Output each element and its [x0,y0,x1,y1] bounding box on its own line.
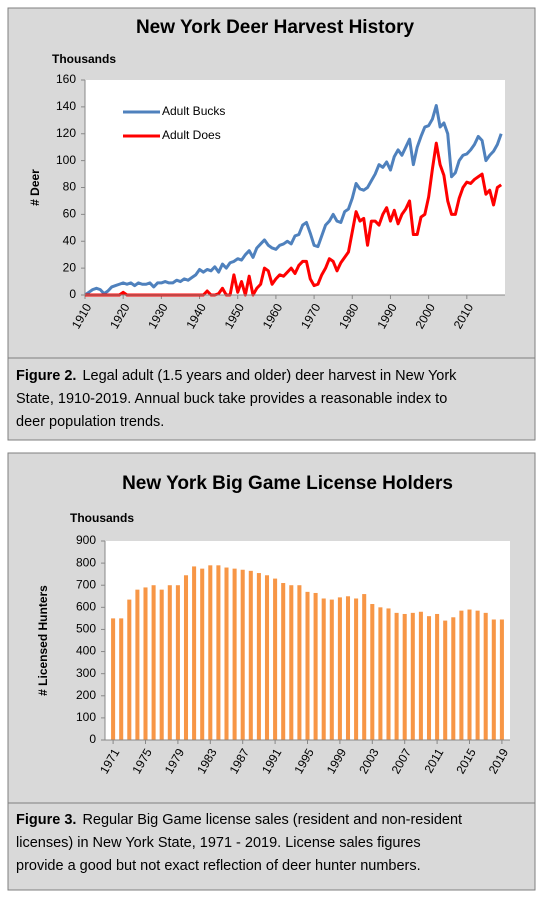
y-tick-label: 160 [56,72,76,86]
y-tick-label: 40 [63,233,77,247]
y-axis-title: # Licensed Hunters [36,585,50,696]
chart-title: New York Big Game License Holders [122,473,453,494]
bar [281,583,286,740]
bar [232,568,237,740]
bar [224,567,229,740]
caption-line: licenses) in New York State, 1971 - 2019… [16,835,421,851]
bar [451,617,456,740]
bar [111,618,116,740]
bar [345,596,351,740]
bar [435,613,440,740]
y-tick-label: 800 [76,555,96,569]
bar [329,599,334,740]
bar [362,594,367,740]
bar [192,566,197,740]
bar [256,573,261,740]
y-tick-label: 0 [69,287,76,301]
y-tick-label: 600 [76,600,96,614]
bar [426,616,432,740]
y-tick-label: 0 [89,732,96,746]
bar [135,589,140,740]
y-tick-label: 20 [63,260,77,274]
bar [354,598,359,740]
y-tick-label: 700 [76,577,96,591]
caption-text: Regular Big Game license sales (resident… [82,812,462,828]
bar [159,589,164,740]
y-tick-label: 60 [63,207,77,221]
legend-label: Adult Does [162,128,221,142]
bar [467,609,472,740]
bar [127,599,132,740]
bar [394,612,399,740]
bar [386,608,391,740]
y-tick-label: 100 [76,710,96,724]
series-line [84,104,503,297]
y-tick-label: 80 [63,180,77,194]
bar [418,611,423,740]
caption-label: Figure 2. [16,368,76,384]
y-unit-label: Thousands [70,511,134,525]
bar [313,592,318,740]
bar [443,620,448,740]
y-tick-label: 100 [56,153,76,167]
bar [305,591,310,740]
y-unit-label: Thousands [52,52,116,66]
y-tick-label: 120 [56,126,76,140]
bar [378,607,383,740]
bar [216,565,221,740]
chart-title: New York Deer Harvest History [136,17,415,38]
bar [208,565,213,740]
bar [183,575,189,740]
y-tick-label: 900 [76,533,96,547]
bar [483,612,488,740]
bar [370,604,375,740]
bar [499,619,504,740]
y-tick-label: 400 [76,644,96,658]
bar [410,612,415,740]
y-tick-label: 140 [56,99,76,113]
y-tick-label: 300 [76,666,96,680]
bar [459,610,464,740]
caption-line: Figure 2. Legal adult (1.5 years and olde… [16,368,457,384]
bar [151,585,156,740]
bar [475,610,480,740]
caption-line: Figure 3. Regular Big Game license sales … [16,812,462,828]
bar [119,618,124,740]
bar [248,570,253,740]
bar [402,613,407,740]
bar [264,575,270,740]
y-axis-title: # Deer [28,169,42,206]
bar [297,585,302,740]
bar [289,585,294,740]
y-tick-label: 500 [76,622,96,636]
bar [337,597,342,740]
bar [273,578,278,740]
bar [321,598,326,740]
caption-text: Legal adult (1.5 years and older) deer h… [82,368,457,384]
caption-line: provide a good but not exact reflection … [16,858,421,874]
bar [143,587,148,740]
bar [167,585,172,740]
caption-label: Figure 3. [16,812,76,828]
bar [240,569,245,740]
caption-line: State, 1910-2019. Annual buck take provi… [16,391,447,407]
legend-label: Adult Bucks [162,104,225,118]
bar [175,585,180,740]
legend-box [105,95,245,150]
y-tick-label: 200 [76,688,96,702]
caption-line: deer population trends. [16,414,164,430]
bar [491,619,496,740]
bar [200,568,205,740]
